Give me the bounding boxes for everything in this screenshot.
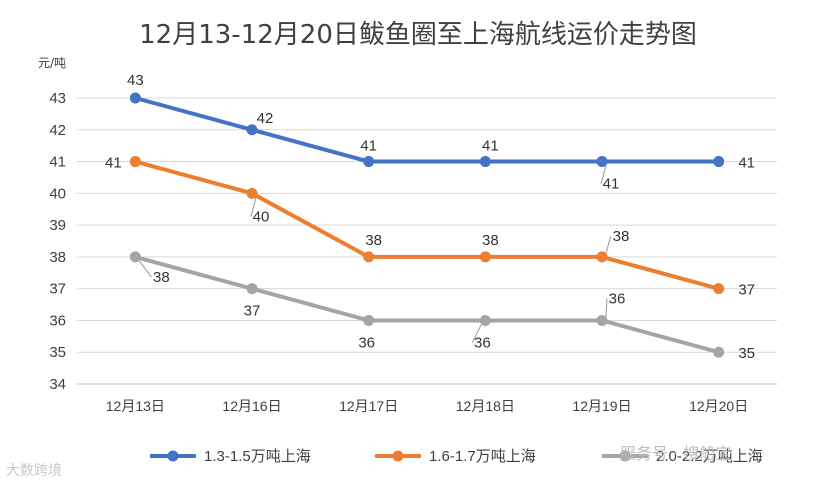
data-point — [129, 92, 141, 104]
data-label: 38 — [482, 232, 499, 249]
data-point — [363, 156, 375, 168]
data-point — [596, 156, 608, 168]
legend-marker — [392, 450, 404, 462]
x-tick-label: 12月13日 — [106, 398, 165, 414]
x-tick-label: 12月19日 — [572, 398, 631, 414]
data-point — [596, 251, 608, 263]
data-label: 35 — [738, 345, 755, 362]
data-point — [129, 156, 141, 168]
data-label: 41 — [105, 155, 122, 172]
x-tick-label: 12月16日 — [222, 398, 281, 414]
y-tick-label: 43 — [49, 90, 66, 107]
data-point — [363, 251, 375, 263]
data-label: 40 — [253, 208, 270, 225]
label-leader-line — [605, 235, 612, 254]
data-point — [129, 251, 141, 263]
data-label: 38 — [613, 228, 630, 245]
legend-marker — [167, 450, 179, 462]
data-point — [246, 124, 258, 136]
data-label: 41 — [738, 155, 755, 172]
data-label: 42 — [257, 110, 274, 127]
data-point — [479, 251, 491, 263]
watermark-right: 服务号 · 搜船宝 — [620, 444, 732, 463]
y-axis-unit-label: 元/吨 — [38, 56, 67, 70]
data-point — [246, 283, 258, 295]
data-label: 37 — [244, 303, 261, 320]
data-point — [596, 314, 608, 326]
data-label: 38 — [153, 269, 170, 286]
label-leader-line — [250, 197, 257, 217]
data-point — [713, 283, 725, 295]
y-tick-label: 35 — [49, 344, 66, 361]
series-line — [134, 96, 719, 164]
series-line — [134, 159, 720, 291]
data-point — [713, 156, 725, 168]
y-tick-label: 38 — [49, 249, 66, 266]
gridlines: 34 35 36 37 38 39 40 41 42 43 — [49, 90, 777, 393]
label-leader-line — [138, 260, 152, 278]
series-line — [134, 254, 720, 355]
y-tick-label: 42 — [49, 122, 66, 139]
legend-label: 1.6-1.7万吨上海 — [429, 448, 536, 465]
data-point — [479, 156, 491, 168]
x-tick-label: 12月17日 — [339, 398, 398, 414]
y-tick-label: 39 — [49, 217, 66, 234]
y-tick-label: 36 — [49, 312, 66, 329]
label-leader-line — [605, 298, 608, 317]
data-point — [363, 314, 375, 326]
data-point — [246, 187, 258, 199]
data-label: 36 — [474, 334, 491, 351]
data-label: 37 — [738, 282, 755, 299]
data-label: 41 — [482, 138, 499, 155]
series-2: 41 40 38 38 38 37 — [105, 155, 755, 299]
x-tick-label: 12月18日 — [456, 398, 515, 414]
y-tick-label: 40 — [49, 185, 66, 202]
label-leader-line — [600, 165, 607, 184]
x-axis-labels: 12月13日 12月16日 12月17日 12月18日 12月19日 12月20日 — [106, 398, 748, 414]
legend-marker — [619, 450, 631, 462]
data-label: 41 — [603, 176, 620, 193]
chart-title: 12月13-12月20日鲅鱼圈至上海航线运价走势图 — [139, 20, 697, 50]
x-tick-label: 12月20日 — [689, 398, 748, 414]
data-label: 38 — [365, 232, 382, 249]
label-leader-line — [471, 324, 482, 343]
series-1: 43 42 41 41 41 41 — [127, 72, 755, 193]
data-label: 41 — [360, 138, 377, 155]
y-tick-label: 41 — [49, 154, 66, 171]
y-tick-label: 34 — [49, 376, 66, 393]
data-label: 36 — [609, 290, 626, 307]
data-point — [713, 346, 725, 358]
legend-label: 1.3-1.5万吨上海 — [204, 448, 311, 465]
series-3: 38 37 36 36 36 35 — [129, 251, 755, 362]
legend: 1.3-1.5万吨上海 1.6-1.7万吨上海 2.0-2.2万吨上海 — [150, 448, 763, 465]
watermark-left: 大数跨境 — [6, 463, 62, 479]
y-tick-label: 37 — [49, 281, 66, 298]
legend-label: 2.0-2.2万吨上海 — [656, 448, 763, 465]
data-label: 36 — [358, 334, 375, 351]
data-label: 43 — [127, 72, 144, 89]
data-point — [479, 314, 491, 326]
